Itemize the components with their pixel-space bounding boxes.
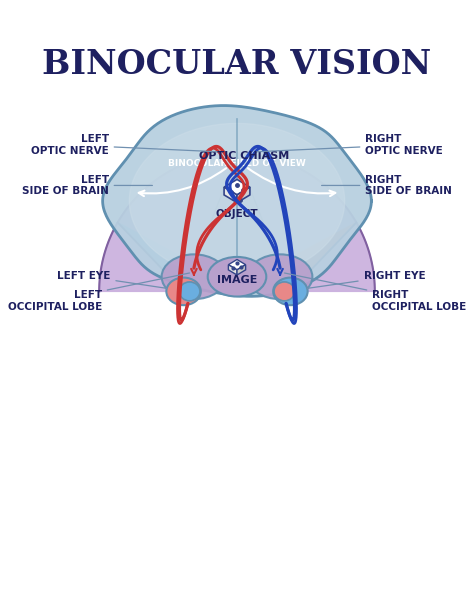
Ellipse shape bbox=[208, 257, 266, 296]
Polygon shape bbox=[118, 223, 237, 292]
Text: LEFT EYE: LEFT EYE bbox=[57, 271, 167, 289]
Text: RIGHT
OPTIC NERVE: RIGHT OPTIC NERVE bbox=[257, 134, 443, 156]
Polygon shape bbox=[99, 154, 375, 292]
Ellipse shape bbox=[274, 282, 295, 301]
Ellipse shape bbox=[166, 278, 201, 305]
Polygon shape bbox=[183, 158, 291, 292]
Ellipse shape bbox=[179, 282, 200, 301]
Text: OBJECT: OBJECT bbox=[216, 209, 258, 218]
Text: RIGHT
SIDE OF BRAIN: RIGHT SIDE OF BRAIN bbox=[321, 175, 452, 196]
Text: BINOCULAR VISION: BINOCULAR VISION bbox=[42, 49, 432, 82]
Polygon shape bbox=[237, 187, 250, 203]
Text: LEFT
SIDE OF BRAIN: LEFT SIDE OF BRAIN bbox=[22, 175, 153, 196]
Text: RIGHT EYE: RIGHT EYE bbox=[307, 271, 425, 289]
Ellipse shape bbox=[162, 254, 226, 299]
Polygon shape bbox=[129, 124, 345, 278]
Polygon shape bbox=[237, 265, 246, 275]
Text: OPTIC CHIASM: OPTIC CHIASM bbox=[199, 151, 289, 161]
Ellipse shape bbox=[273, 278, 308, 305]
Text: IMAGE: IMAGE bbox=[217, 275, 257, 285]
Polygon shape bbox=[224, 179, 250, 195]
Polygon shape bbox=[237, 223, 356, 292]
Polygon shape bbox=[103, 106, 371, 296]
Text: BINOCULAR FIELD OF VIEW: BINOCULAR FIELD OF VIEW bbox=[168, 160, 306, 169]
Ellipse shape bbox=[248, 254, 312, 299]
Text: LEFT
OPTIC NERVE: LEFT OPTIC NERVE bbox=[31, 134, 217, 156]
Polygon shape bbox=[224, 187, 237, 203]
Text: RIGHT
OCCIPITAL LOBE: RIGHT OCCIPITAL LOBE bbox=[284, 273, 466, 311]
Text: LEFT
OCCIPITAL LOBE: LEFT OCCIPITAL LOBE bbox=[8, 273, 190, 311]
Polygon shape bbox=[228, 265, 237, 275]
Polygon shape bbox=[228, 260, 246, 270]
